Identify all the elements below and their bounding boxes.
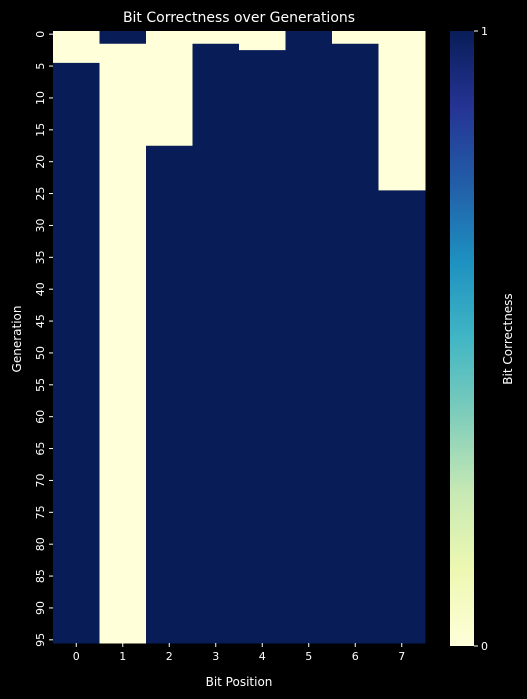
y-tick-label: 70 — [34, 473, 47, 487]
y-tick-label: 5 — [34, 63, 47, 70]
heatmap-cell — [146, 145, 193, 644]
colorbar-ticks: 01 — [474, 25, 488, 653]
y-tick-label: 45 — [34, 314, 47, 328]
x-tick-label: 2 — [166, 650, 173, 663]
heatmap-cell — [53, 31, 100, 64]
y-tick-label: 60 — [34, 410, 47, 424]
x-tick-label: 3 — [212, 650, 219, 663]
y-tick-label: 25 — [34, 187, 47, 201]
heatmap-cell — [378, 190, 426, 644]
heatmap-cell — [99, 31, 147, 45]
y-tick-label: 75 — [34, 505, 47, 519]
x-axis-ticks: 0 1 2 3 4 5 6 7 — [73, 643, 405, 663]
heatmap-cell — [53, 62, 100, 644]
y-tick-label: 90 — [34, 601, 47, 615]
y-tick-label: 55 — [34, 378, 47, 392]
x-tick-label: 7 — [398, 650, 405, 663]
y-tick-label: 80 — [34, 537, 47, 551]
heatmap-cell — [378, 31, 426, 191]
x-tick-label: 5 — [305, 650, 312, 663]
x-tick-label: 1 — [119, 650, 126, 663]
y-tick-label: 85 — [34, 569, 47, 583]
y-tick-label: 50 — [34, 346, 47, 360]
colorbar — [450, 31, 474, 646]
x-tick-label: 4 — [259, 650, 266, 663]
y-tick-label: 35 — [34, 250, 47, 264]
heatmap-cell — [239, 50, 286, 644]
x-tick-label: 0 — [73, 650, 80, 663]
heatmap-cell — [239, 31, 286, 51]
heatmap-cells — [53, 31, 426, 644]
y-tick-label: 15 — [34, 123, 47, 137]
heatmap-cell — [332, 43, 379, 644]
heatmap-cell — [285, 31, 333, 644]
y-tick-label: 10 — [34, 91, 47, 105]
colorbar-label: Bit Correctness — [501, 293, 515, 384]
heatmap-cell — [332, 31, 379, 45]
colorbar-tick-label: 1 — [481, 25, 488, 38]
y-axis-label: Generation — [10, 306, 24, 373]
heatmap-cell — [192, 31, 240, 45]
chart-title: Bit Correctness over Generations — [123, 10, 355, 26]
colorbar-tick-label: 0 — [481, 640, 488, 653]
y-tick-label: 20 — [34, 155, 47, 169]
y-axis-ticks: 0 5 10 15 20 25 30 35 40 45 50 55 60 65 70 75 80 85 90 95 — [34, 31, 53, 647]
y-tick-label: 95 — [34, 633, 47, 647]
heatmap-cell — [99, 43, 147, 644]
x-tick-label: 6 — [352, 650, 359, 663]
heatmap-cell — [192, 43, 240, 644]
y-tick-label: 30 — [34, 218, 47, 232]
y-tick-label: 0 — [34, 31, 47, 38]
y-tick-label: 40 — [34, 282, 47, 296]
heatmap-cell — [146, 31, 193, 147]
x-axis-label: Bit Position — [206, 675, 273, 689]
y-tick-label: 65 — [34, 442, 47, 456]
